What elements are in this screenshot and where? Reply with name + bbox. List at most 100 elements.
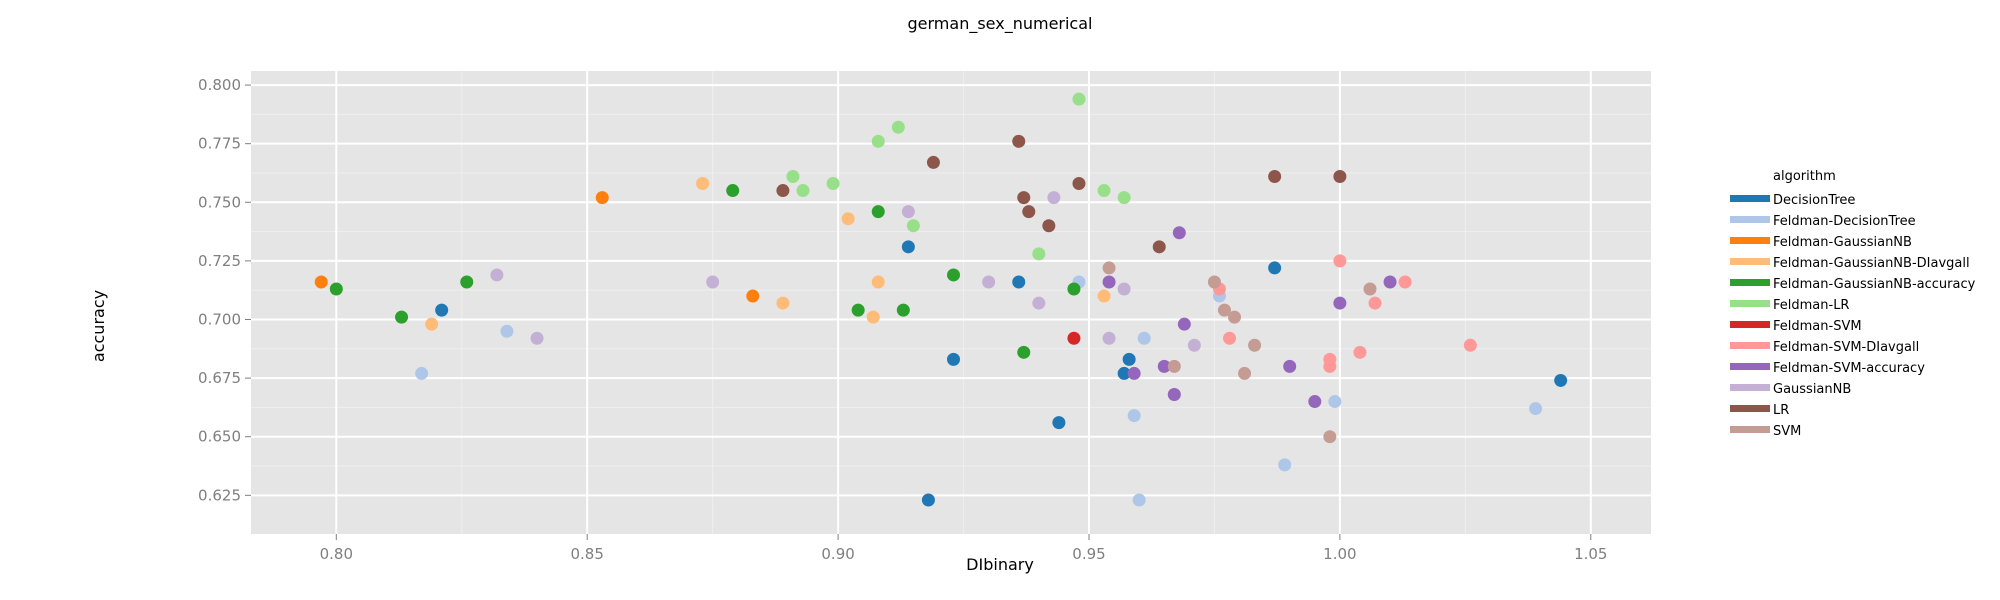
legend-label-feldman-svm-accuracy: Feldman-SVM-accuracy <box>1773 361 1925 376</box>
legend-label-feldman-svm: Feldman-SVM <box>1773 319 1862 334</box>
legend-swatch-lr <box>1730 405 1770 412</box>
legend-label-feldman-gaussiannb: Feldman-GaussianNB <box>1773 235 1912 250</box>
point-feldman-svm-diavgall <box>1323 359 1337 373</box>
x-tick-label: 1.05 <box>1574 545 1607 563</box>
point-lr <box>1152 240 1166 254</box>
chart-title: german_sex_numerical <box>908 14 1093 34</box>
legend-swatch-feldman-svm-accuracy <box>1730 363 1770 370</box>
point-gaussiannb <box>1047 191 1061 205</box>
point-svm <box>1228 310 1242 324</box>
point-gaussiannb <box>706 275 720 289</box>
legend-swatch-decisiontree <box>1730 195 1770 202</box>
point-feldman-lr <box>786 169 800 183</box>
plot-area <box>251 71 1651 534</box>
legend-label-feldman-gaussiannb-accuracy: Feldman-GaussianNB-accuracy <box>1773 277 1976 292</box>
point-feldman-gaussiannb-diavgall <box>1097 289 1111 303</box>
legend-label-feldman-decisiontree: Feldman-DecisionTree <box>1773 214 1916 229</box>
legend-label-gaussiannb: GaussianNB <box>1773 382 1851 397</box>
legend: algorithm DecisionTree Feldman-DecisionTr… <box>1730 169 1976 439</box>
legend-swatch-feldman-svm-diavgall <box>1730 342 1770 349</box>
point-decisiontree <box>901 240 915 254</box>
point-feldman-lr <box>796 184 810 198</box>
point-feldman-svm-accuracy <box>1157 359 1171 373</box>
legend-swatch-gaussiannb <box>1730 384 1770 391</box>
legend-swatch-feldman-lr <box>1730 300 1770 307</box>
y-tick-label: 0.700 <box>198 310 241 328</box>
point-decisiontree <box>1554 373 1568 387</box>
legend-label-feldman-lr: Feldman-LR <box>1773 298 1849 313</box>
point-lr <box>1042 219 1056 233</box>
point-feldman-lr <box>1032 247 1046 261</box>
point-feldman-gaussiannb-accuracy <box>1017 345 1031 359</box>
point-feldman-svm-accuracy <box>1283 359 1297 373</box>
y-tick-label: 0.775 <box>198 135 241 153</box>
y-tick-label: 0.750 <box>198 193 241 211</box>
point-feldman-gaussiannb-diavgall <box>696 177 710 191</box>
point-gaussiannb <box>1117 282 1131 296</box>
grid-lines <box>251 71 1651 534</box>
point-feldman-decisiontree <box>1328 395 1342 409</box>
point-lr <box>776 184 790 198</box>
point-feldman-decisiontree <box>1278 458 1292 472</box>
point-feldman-svm-diavgall <box>1463 338 1477 352</box>
x-tick-label: 0.80 <box>320 545 353 563</box>
point-feldman-gaussiannb-diavgall <box>841 212 855 226</box>
point-feldman-lr <box>906 219 920 233</box>
legend-title: algorithm <box>1773 169 1836 184</box>
point-gaussiannb <box>530 331 544 345</box>
point-feldman-gaussiannb <box>746 289 760 303</box>
y-axis-label: accuracy <box>89 290 108 362</box>
point-feldman-gaussiannb-diavgall <box>425 317 439 331</box>
point-feldman-decisiontree <box>1137 331 1151 345</box>
point-feldman-decisiontree <box>1529 402 1543 416</box>
point-feldman-svm-accuracy <box>1383 275 1397 289</box>
point-gaussiannb <box>490 268 504 282</box>
point-feldman-svm-diavgall <box>1353 345 1367 359</box>
point-feldman-gaussiannb-accuracy <box>871 205 885 219</box>
point-decisiontree <box>921 493 935 507</box>
point-decisiontree <box>947 352 961 366</box>
point-gaussiannb <box>982 275 996 289</box>
point-svm <box>1167 359 1181 373</box>
point-decisiontree <box>1052 416 1066 430</box>
point-svm <box>1323 430 1337 444</box>
point-svm <box>1102 261 1116 275</box>
point-lr <box>1072 177 1086 191</box>
legend-swatch-feldman-svm <box>1730 321 1770 328</box>
legend-label-decisiontree: DecisionTree <box>1773 193 1855 208</box>
point-svm <box>1217 303 1231 317</box>
point-feldman-gaussiannb-accuracy <box>726 184 740 198</box>
point-feldman-svm-diavgall <box>1368 296 1382 310</box>
point-decisiontree <box>1012 275 1026 289</box>
point-feldman-lr <box>1072 92 1086 106</box>
y-tick-label: 0.650 <box>198 428 241 446</box>
legend-swatch-svm <box>1730 426 1770 433</box>
legend-swatch-feldman-gaussiannb <box>1730 237 1770 244</box>
point-decisiontree <box>435 303 449 317</box>
legend-swatch-feldman-gaussiannb-diavgall <box>1730 258 1770 265</box>
point-feldman-gaussiannb-diavgall <box>871 275 885 289</box>
point-gaussiannb <box>1032 296 1046 310</box>
point-feldman-gaussiannb-accuracy <box>329 282 343 296</box>
point-feldman-svm-accuracy <box>1102 275 1116 289</box>
x-tick-label: 0.90 <box>821 545 854 563</box>
point-feldman-svm-accuracy <box>1127 366 1141 380</box>
point-feldman-gaussiannb <box>595 191 609 205</box>
point-feldman-svm-accuracy <box>1308 395 1322 409</box>
point-feldman-gaussiannb-accuracy <box>1067 282 1081 296</box>
point-feldman-svm-accuracy <box>1167 388 1181 402</box>
point-feldman-svm-accuracy <box>1333 296 1347 310</box>
point-feldman-svm-diavgall <box>1333 254 1347 268</box>
point-feldman-svm-diavgall <box>1222 331 1236 345</box>
x-tick-label: 0.95 <box>1072 545 1105 563</box>
legend-label-lr: LR <box>1773 403 1789 418</box>
point-feldman-gaussiannb-accuracy <box>947 268 961 282</box>
point-feldman-decisiontree <box>415 366 429 380</box>
y-tick-label: 0.675 <box>198 369 241 387</box>
y-tick-label: 0.725 <box>198 252 241 270</box>
point-lr <box>1017 191 1031 205</box>
point-feldman-lr <box>826 177 840 191</box>
point-feldman-svm-accuracy <box>1177 317 1191 331</box>
point-decisiontree <box>1117 366 1131 380</box>
point-feldman-svm-accuracy <box>1172 226 1186 240</box>
